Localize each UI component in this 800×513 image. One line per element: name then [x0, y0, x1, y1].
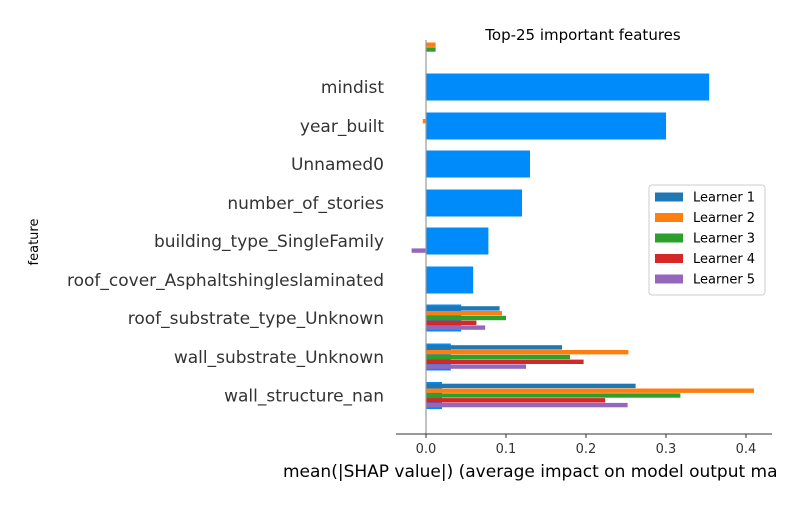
x-ticks: 0.0 0.1 0.2 0.3 0.4: [416, 434, 757, 457]
legend-swatch-learner-1: [655, 192, 683, 202]
y-tick-label-year-built: year_built: [300, 117, 384, 137]
legend: Learner 1 Learner 2 Learner 3 Learner 4 Lear…: [648, 184, 766, 296]
y-tick-label-building-type-singlefamily: building_type_SingleFamily: [154, 232, 384, 252]
bar-learner-3-roof-substrate-type-unknown: [426, 315, 506, 321]
legend-label-learner-5: Learner 5: [693, 273, 755, 288]
x-tick-label: 0.0: [416, 442, 437, 457]
bar-learner-2-blank: [426, 42, 436, 47]
y-tick-label-roof-cover-asphaltshingleslaminated: roof_cover_Asphaltshingleslaminated: [67, 271, 384, 291]
x-tick-label: 0.3: [656, 442, 677, 457]
bar-learner-3-blank: [426, 47, 436, 52]
overall-bar-unnamed0: [426, 150, 530, 178]
bar-learner-5-roof-substrate-type-unknown: [426, 325, 486, 330]
bar-learner-2-wall-structure-nan: [426, 388, 754, 393]
axes-layer: 0.0 0.1 0.2 0.3 0.4 mindist year_built Unnamed…: [67, 40, 772, 457]
legend-label-learner-1: Learner 1: [693, 191, 755, 206]
y-tick-labels: mindist year_built Unnamed0 number_of_stori…: [67, 78, 384, 407]
bar-learner-1-wall-substrate-unknown: [426, 345, 562, 350]
bar-learner-5-wall-structure-nan: [426, 402, 628, 408]
bar-learner-3-wall-structure-nan: [426, 393, 681, 398]
legend-label-learner-3: Learner 3: [693, 232, 755, 247]
legend-label-learner-2: Learner 2: [693, 211, 755, 226]
overall-bar-number-of-stories: [426, 189, 522, 217]
legend-swatch-learner-4: [655, 254, 683, 263]
bar-learner-1-roof-substrate-type-unknown: [426, 306, 500, 311]
bar-learner-4-roof-substrate-type-unknown: [426, 320, 477, 325]
bar-learner-2-wall-substrate-unknown: [426, 350, 629, 355]
bar-learner-1-wall-structure-nan: [426, 383, 636, 389]
legend-swatch-learner-3: [655, 233, 683, 243]
overall-bar-mindist: [426, 73, 710, 101]
legend-label-learner-4: Learner 4: [693, 252, 755, 267]
bar-learner-3-wall-substrate-unknown: [426, 354, 570, 360]
x-tick-label: 0.1: [496, 442, 517, 457]
overall-bar-roof-cover-asphaltshingleslaminated: [426, 266, 474, 294]
bars-layer: [411, 42, 754, 409]
x-tick-label: 0.2: [576, 442, 597, 457]
bar-learner-5-building-type-singlefamily: [411, 248, 426, 253]
x-tick-label: 0.4: [736, 442, 757, 457]
overall-bar-building-type-singlefamily: [426, 227, 489, 255]
chart-title: Top-25 important features: [484, 26, 681, 44]
legend-items: Learner 1 Learner 2 Learner 3 Learner 4 Lear…: [655, 191, 755, 288]
y-tick-label-unnamed0: Unnamed0: [291, 155, 384, 175]
bar-learner-4-wall-substrate-unknown: [426, 359, 584, 364]
y-tick-label-wall-substrate-unknown: wall_substrate_Unknown: [174, 348, 384, 368]
y-axis-label: feature: [27, 219, 42, 266]
x-axis-label: mean(|SHAP value|) (average impact on mo…: [283, 462, 778, 482]
overall-bar-year-built: [426, 112, 666, 140]
bar-learner-4-wall-structure-nan: [426, 398, 606, 403]
bar-learner-5-wall-substrate-unknown: [426, 364, 526, 369]
y-tick-label-number-of-stories: number_of_stories: [227, 194, 384, 214]
y-tick-label-mindist: mindist: [321, 78, 384, 98]
legend-swatch-learner-5: [655, 274, 683, 284]
bar-learner-2-year-built: [422, 119, 426, 124]
y-tick-label-roof-substrate-type-unknown: roof_substrate_type_Unknown: [128, 309, 384, 329]
legend-swatch-learner-2: [655, 213, 683, 222]
bar-learner-2-roof-substrate-type-unknown: [426, 311, 502, 316]
y-tick-label-wall-structure-nan: wall_structure_nan: [224, 387, 384, 407]
legend-box: [648, 184, 766, 296]
